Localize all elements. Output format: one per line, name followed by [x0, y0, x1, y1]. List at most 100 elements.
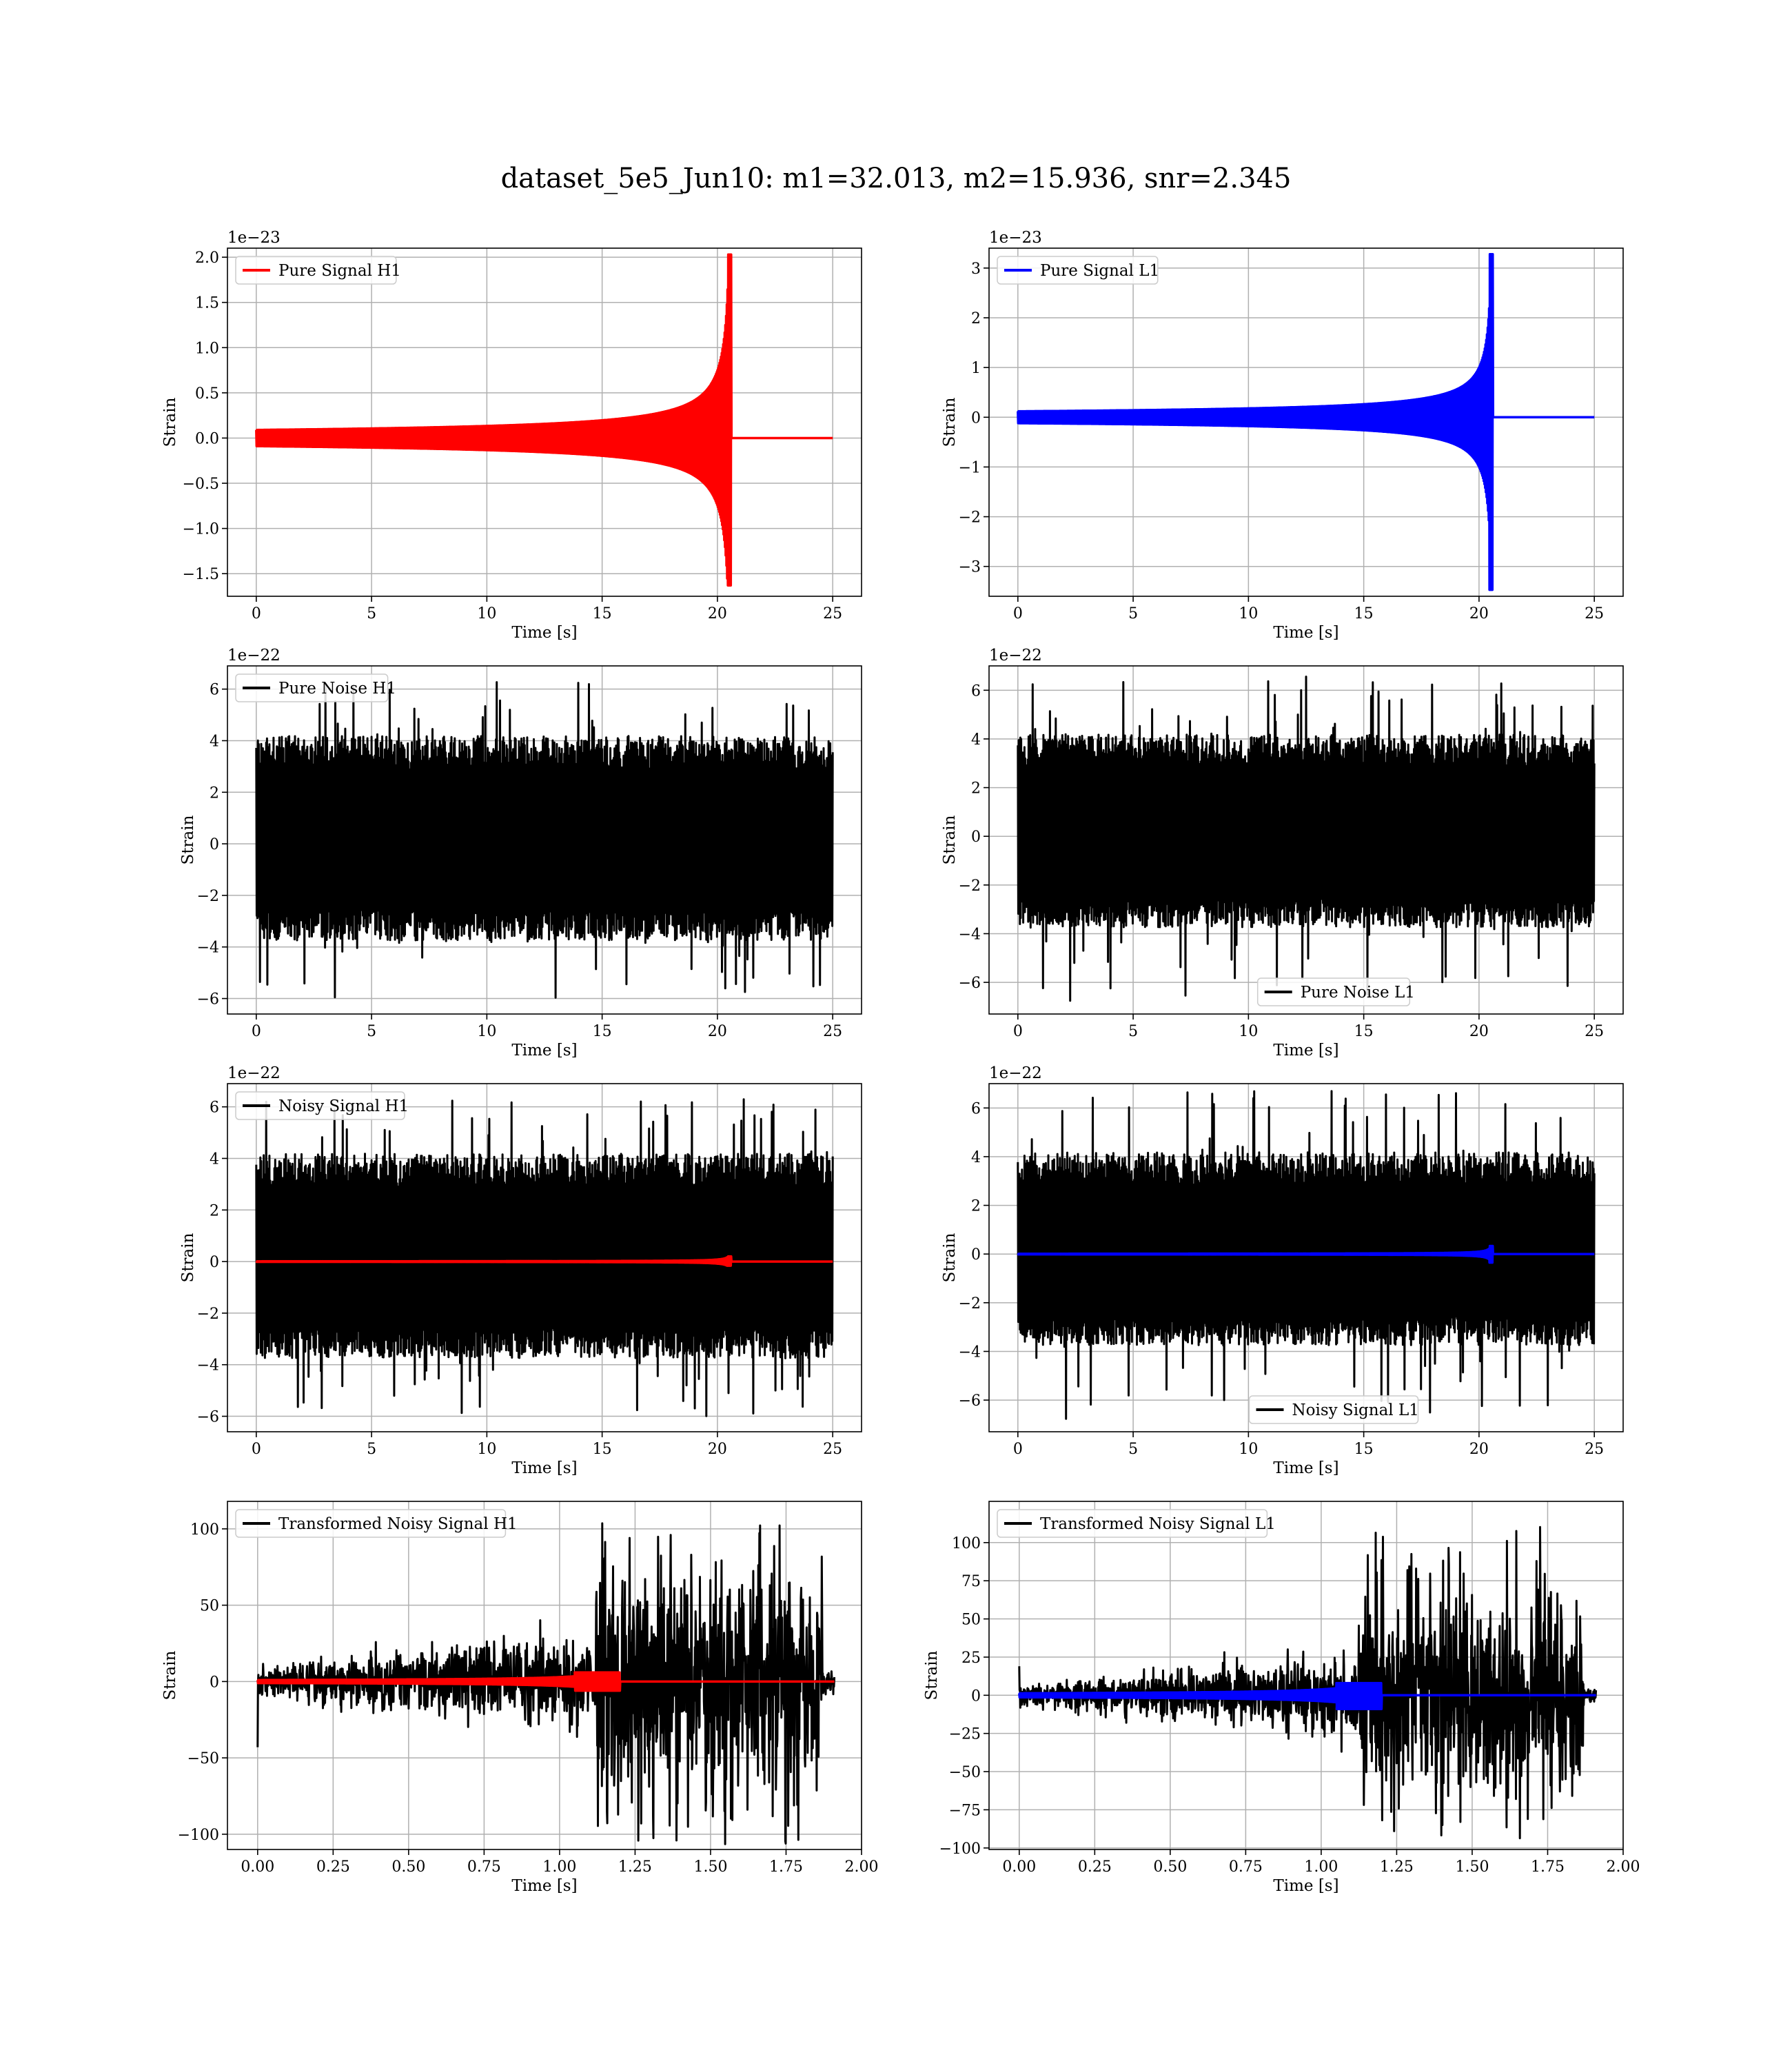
axes-frame — [227, 1083, 862, 1432]
y-tick-label: −25 — [949, 1726, 981, 1743]
y-tick-label: −4 — [959, 926, 981, 943]
y-tick-label: 0 — [210, 836, 219, 853]
y-tick-label: −3 — [959, 559, 981, 576]
x-tick-label: 0.25 — [316, 1858, 350, 1876]
y-tick-label: 75 — [961, 1573, 981, 1590]
axes-frame — [988, 247, 1624, 597]
legend-box — [235, 673, 389, 702]
series-line-overlay-signal — [255, 1255, 834, 1267]
y-tick-label: −1.0 — [183, 521, 219, 538]
x-tick-label: 25 — [1585, 1441, 1604, 1458]
y-axis-label: Strain — [941, 815, 959, 864]
y-tick-label: 2 — [971, 780, 981, 798]
legend: Noisy Signal L1 — [1248, 1395, 1419, 1424]
series-line-noisy-signal-h1 — [255, 1098, 834, 1417]
y-tick-label: −2 — [197, 888, 219, 905]
series-line-overlay-signal — [1017, 1244, 1596, 1264]
y-offset-label: 1e−23 — [989, 229, 1042, 247]
x-tick-label: 1.50 — [1455, 1858, 1489, 1876]
x-axis-label: Time [s] — [1273, 1042, 1338, 1060]
legend-label: Pure Signal L1 — [1040, 262, 1159, 280]
x-tick-label: 1.00 — [542, 1858, 576, 1876]
legend: Transformed Noisy Signal H1 — [235, 1509, 518, 1538]
y-tick-label: 2 — [971, 310, 981, 327]
x-tick-label: 0.75 — [1229, 1858, 1263, 1876]
legend: Pure Noise H1 — [235, 673, 396, 702]
x-tick-label: 20 — [708, 1023, 727, 1040]
legend-box — [235, 1091, 405, 1120]
y-tick-label: −4 — [959, 1344, 981, 1361]
y-tick-label: 6 — [210, 682, 219, 699]
y-tick-label: 4 — [971, 731, 981, 749]
x-tick-label: 1.25 — [1380, 1858, 1414, 1876]
y-tick-label: −50 — [949, 1764, 981, 1781]
plot-area — [1017, 252, 1596, 591]
y-axis-label: Strain — [941, 397, 959, 447]
x-tick-label: 25 — [823, 1023, 842, 1040]
series-line-overlay-signal — [1018, 1681, 1597, 1710]
y-axis-label: Strain — [923, 1650, 941, 1700]
x-tick-label: 0.50 — [391, 1858, 425, 1876]
x-axis-label: Time [s] — [511, 1459, 577, 1477]
y-tick-label: 100 — [952, 1535, 981, 1552]
x-tick-label: 15 — [593, 1441, 612, 1458]
x-axis-label: Time [s] — [1273, 624, 1338, 642]
legend-label: Transformed Noisy Signal H1 — [278, 1515, 518, 1533]
figure-title: dataset_5e5_Jun10: m1=32.013, m2=15.936,… — [501, 163, 1292, 194]
x-tick-label: 0 — [252, 1023, 261, 1040]
subplot-pure-signal-h1: 0 5 10 15 20 25 −1.5 −1.0 −0.5 0.0 0.5 1.0 1.5 2.0 Tim… — [161, 229, 862, 642]
legend-box — [997, 256, 1159, 285]
plot-area — [255, 681, 834, 999]
y-tick-label: 4 — [210, 733, 219, 750]
x-tick-label: 20 — [708, 605, 727, 622]
x-tick-label: 25 — [1585, 1023, 1604, 1040]
series-line-overlay-signal — [256, 1671, 835, 1692]
plot-area — [1017, 1090, 1596, 1420]
y-tick-label: 100 — [190, 1521, 219, 1539]
x-tick-label: 2.00 — [845, 1858, 879, 1876]
y-tick-label: 0.5 — [195, 385, 219, 403]
y-axis-label: Strain — [179, 815, 197, 864]
subplot-pure-noise-h1: 0 5 10 15 20 25 −6 −4 −2 0 2 4 6 Time [s] Strain 1e−22 P… — [179, 647, 862, 1060]
legend: Noisy Signal H1 — [235, 1091, 409, 1120]
axes-frame — [227, 665, 862, 1015]
subplot-pure-signal-l1: 0 5 10 15 20 25 −3 −2 −1 0 1 2 3 Time [s] Strain 1e−23 P… — [941, 229, 1624, 642]
x-tick-label: 5 — [1128, 605, 1138, 622]
y-tick-label: 0 — [210, 1674, 219, 1691]
x-tick-label: 2.00 — [1607, 1858, 1640, 1876]
y-tick-label: −6 — [959, 1392, 981, 1410]
x-tick-label: 0 — [1013, 1023, 1023, 1040]
x-tick-label: 25 — [823, 605, 842, 622]
x-axis-label: Time [s] — [511, 624, 577, 642]
subplot-pure-noise-l1: 0 5 10 15 20 25 −6 −4 −2 0 2 4 6 Time [s] Strain 1e−22 P… — [941, 647, 1624, 1060]
y-offset-label: 1e−23 — [227, 229, 281, 247]
y-tick-label: 0 — [971, 829, 981, 846]
subplot-transformed-noisy-signal-h1: 0.00 0.25 0.50 0.75 1.00 1.25 1.50 1.75 2.00 −100… — [161, 1501, 878, 1895]
y-tick-label: 0 — [971, 1687, 981, 1705]
y-tick-label: 0.0 — [195, 430, 219, 447]
y-tick-label: 0 — [971, 1246, 981, 1264]
x-tick-label: 1.50 — [693, 1858, 727, 1876]
y-tick-label: −50 — [187, 1750, 219, 1767]
x-tick-label: 20 — [1469, 1441, 1489, 1458]
x-tick-label: 1.75 — [1531, 1858, 1565, 1876]
y-axis-label: Strain — [161, 1650, 179, 1700]
series-line-pure-signal-l1 — [1017, 252, 1596, 591]
x-tick-label: 5 — [367, 1441, 376, 1458]
x-tick-label: 0 — [1013, 1441, 1023, 1458]
x-tick-label: 5 — [1128, 1023, 1138, 1040]
x-axis-label: Time [s] — [1273, 1877, 1338, 1895]
x-tick-label: 0.00 — [1002, 1858, 1036, 1876]
x-tick-label: 15 — [593, 1023, 612, 1040]
y-tick-label: 2 — [210, 1202, 219, 1219]
series-line-noisy-signal-l1 — [1017, 1090, 1596, 1420]
x-tick-label: 0 — [252, 605, 261, 622]
legend-label: Noisy Signal H1 — [278, 1097, 409, 1115]
x-tick-label: 0 — [252, 1441, 261, 1458]
y-tick-label: 6 — [210, 1099, 219, 1117]
x-axis-label: Time [s] — [1273, 1459, 1338, 1477]
axes-frame — [227, 1501, 862, 1850]
legend: Pure Signal H1 — [235, 256, 401, 285]
legend: Transformed Noisy Signal L1 — [997, 1509, 1276, 1538]
axes-frame — [227, 247, 862, 597]
